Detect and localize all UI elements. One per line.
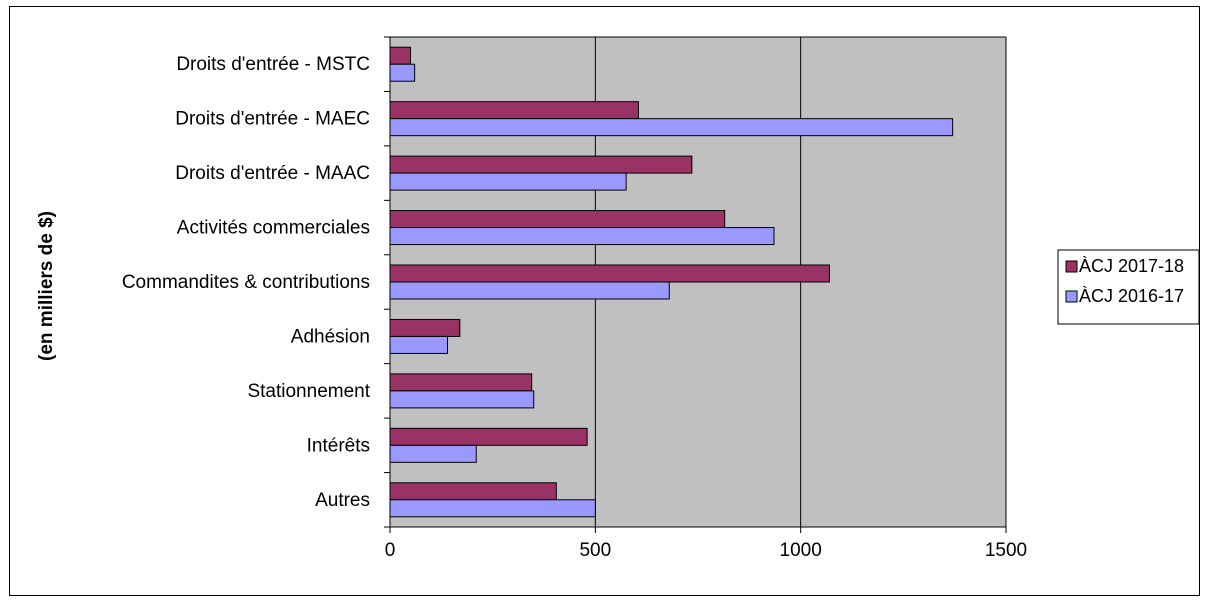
bar-series-1 xyxy=(389,155,693,174)
bar-series-1 xyxy=(389,46,412,65)
bar-series-2 xyxy=(389,118,954,137)
bar-series-2 xyxy=(389,281,670,300)
legend-label: ÀCJ 2016-17 xyxy=(1079,286,1184,306)
category-label: Adhésion xyxy=(291,326,370,347)
axes xyxy=(384,36,1007,533)
bar-series-1 xyxy=(389,210,726,229)
category-label: Droits d'entrée - MAEC xyxy=(175,109,370,130)
x-tick-label: 500 xyxy=(579,540,611,561)
category-label: Intérêts xyxy=(307,435,370,456)
bar-series-2 xyxy=(389,390,535,409)
bar-series-2 xyxy=(389,227,775,246)
legend-swatch xyxy=(1065,290,1078,303)
category-label: Droits d'entrée - MSTC xyxy=(176,54,370,75)
bar-series-1 xyxy=(389,101,639,120)
bar-series-2 xyxy=(389,499,596,518)
bar-series-1 xyxy=(389,318,461,337)
category-label: Droits d'entrée - MAAC xyxy=(175,163,370,184)
x-tick-label: 0 xyxy=(385,540,396,561)
bar-series-1 xyxy=(389,482,557,501)
category-label: Activités commerciales xyxy=(177,218,370,239)
bar-series-1 xyxy=(389,427,588,446)
category-label: Autres xyxy=(315,490,370,511)
bars xyxy=(389,46,954,518)
x-tick-label: 1000 xyxy=(780,540,822,561)
category-label: Commandites & contributions xyxy=(122,272,370,293)
category-labels: Droits d'entrée - MSTC Droits d'entrée - … xyxy=(122,54,371,511)
category-label: Stationnement xyxy=(247,381,370,402)
x-tick-labels: 0 500 1000 1500 xyxy=(385,540,1027,561)
bar-series-1 xyxy=(389,264,830,283)
x-tick-label: 1500 xyxy=(985,540,1027,561)
bar-series-2 xyxy=(389,444,477,463)
legend: ÀCJ 2017-18 ÀCJ 2016-17 xyxy=(1057,249,1200,325)
legend-label: ÀCJ 2017-18 xyxy=(1079,256,1184,276)
legend-swatch xyxy=(1065,260,1078,273)
y-axis-label: (en milliers de $) xyxy=(36,211,57,361)
bar-series-2 xyxy=(389,172,627,191)
bar-series-2 xyxy=(389,335,448,354)
legend-box xyxy=(1057,249,1200,325)
bar-series-1 xyxy=(389,373,533,392)
bar-series-2 xyxy=(389,63,416,82)
